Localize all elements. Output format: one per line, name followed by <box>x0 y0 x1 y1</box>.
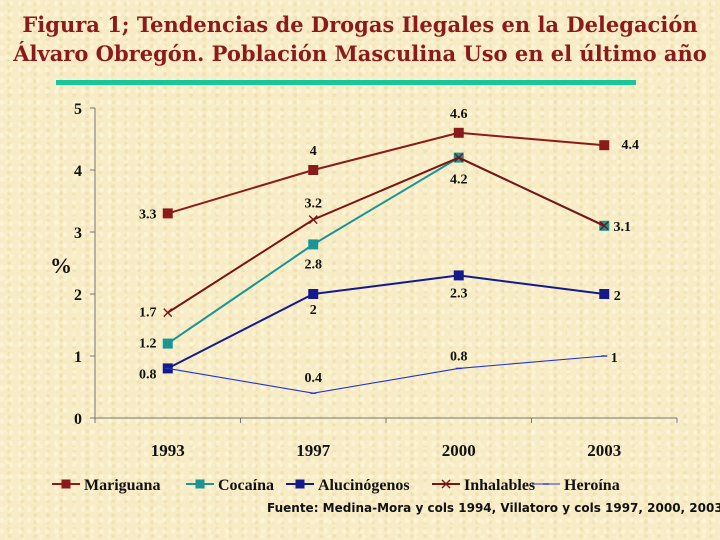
legend-label: Cocaína <box>218 477 274 494</box>
title-line-1: Figura 1; Tendencias de Drogas Ilegales … <box>22 12 698 37</box>
legend-marker <box>441 479 451 489</box>
y-tick-label: 1 <box>74 349 82 366</box>
data-point-b <box>599 221 609 231</box>
y-tick-label: 0 <box>74 411 82 428</box>
data-point <box>454 153 464 163</box>
data-label: 3.3 <box>139 207 157 222</box>
y-tick-label: 4 <box>74 163 82 180</box>
x-tick-label: 2003 <box>587 441 621 460</box>
data-point-b <box>163 308 173 318</box>
legend-marker <box>61 479 71 489</box>
data-point <box>162 338 173 349</box>
legend-label: Heroína <box>564 477 620 494</box>
data-label: 2 <box>614 289 621 304</box>
legend-marker-b <box>441 479 451 489</box>
legend-label: Mariguana <box>84 477 160 494</box>
series-line-alucinógenos <box>167 274 605 370</box>
data-point <box>453 127 464 138</box>
y-tick-label: 3 <box>74 225 82 242</box>
data-label: 4.2 <box>450 173 468 188</box>
data-label: 4 <box>310 144 317 159</box>
data-label: 2 <box>310 303 317 318</box>
chart-title: Figura 1; Tendencias de Drogas Ilegales … <box>0 10 720 68</box>
data-label: 0.8 <box>450 349 468 364</box>
data-label: 0.8 <box>139 367 157 382</box>
legend-marker <box>195 479 205 489</box>
series-line-heroína <box>167 355 605 394</box>
series-line-cocaína <box>167 156 605 345</box>
x-tick-label: 1997 <box>296 441 331 460</box>
y-tick-label: 2 <box>74 287 82 304</box>
title-underline <box>56 80 636 85</box>
legend-label: Alucinógenos <box>318 477 410 494</box>
data-point-b <box>308 215 318 225</box>
source-note: Fuente: Medina-Mora y cols 1994, Villato… <box>267 501 720 515</box>
data-label: 2.8 <box>305 257 323 272</box>
data-label: 4.6 <box>450 107 468 122</box>
data-point-b <box>454 153 464 163</box>
data-label: 0.4 <box>305 371 323 386</box>
data-label: 3.2 <box>305 197 323 212</box>
data-point <box>163 308 173 318</box>
title-line-2: Álvaro Obregón. Población Masculina Uso … <box>13 41 707 66</box>
data-point <box>308 289 319 299</box>
data-point <box>453 270 464 281</box>
y-axis-label: % <box>50 253 72 278</box>
x-tick-label: 2000 <box>442 441 476 460</box>
data-point <box>599 289 610 299</box>
legend-label: Inhalables <box>464 477 535 494</box>
x-tick-label: 1993 <box>151 441 185 460</box>
data-label: 3.1 <box>614 220 632 235</box>
data-point <box>599 221 609 231</box>
data-label: 1.2 <box>139 337 157 352</box>
series-line-inhalables <box>167 156 605 314</box>
y-tick-label: 5 <box>74 101 82 118</box>
series-line-mariguana <box>167 131 605 215</box>
data-label: 1 <box>611 351 618 366</box>
data-point <box>162 208 173 219</box>
data-label: 2.3 <box>450 286 468 301</box>
data-point <box>599 140 610 151</box>
data-point <box>308 165 319 175</box>
legend-marker <box>295 479 305 489</box>
data-label: 1.7 <box>139 306 157 321</box>
data-point <box>308 215 318 225</box>
data-label: 4.4 <box>622 138 640 153</box>
data-point <box>308 239 319 250</box>
